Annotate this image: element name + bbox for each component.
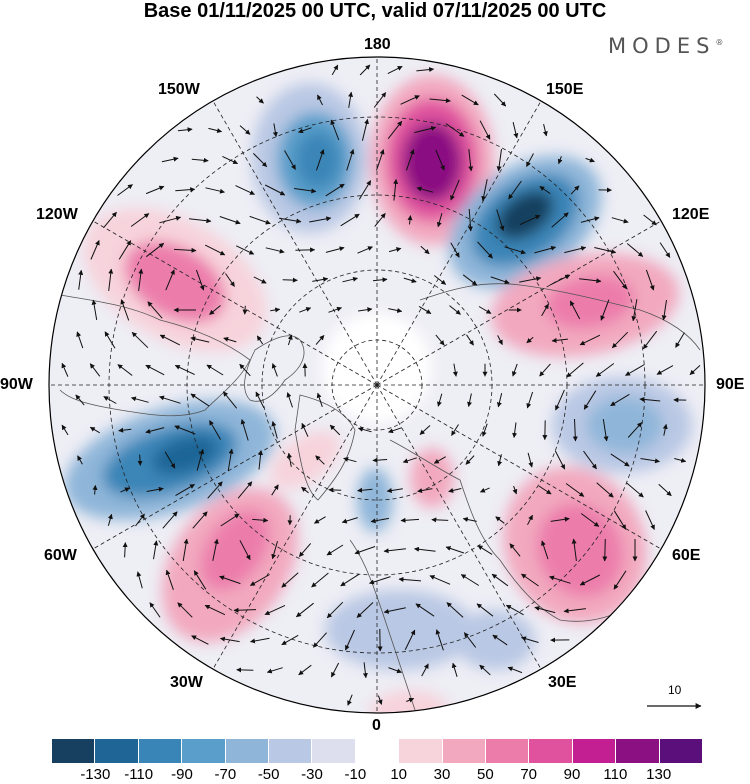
colorbar-swatch [312, 739, 355, 763]
colorbar-swatch [182, 739, 225, 763]
anomaly-asia-low-core [587, 397, 663, 453]
colorbar-swatch [139, 739, 182, 763]
lon-label-30w: 30W [170, 674, 203, 692]
colorbar-label: -130 [80, 766, 110, 783]
anomaly-africa-high [370, 690, 450, 734]
colorbar-label: 30 [434, 766, 451, 783]
lon-label-150e: 150E [546, 81, 583, 99]
colorbar-label: 130 [646, 766, 671, 783]
colorbar-swatch [95, 739, 138, 763]
lon-label-60e: 60E [672, 547, 700, 565]
anomaly-europe-low [325, 590, 475, 670]
lon-label-120w: 120W [36, 206, 78, 224]
wind-vector [245, 306, 246, 314]
lon-label-90w: 90W [0, 376, 33, 394]
anomaly-eurasia-low [455, 610, 535, 670]
lon-label-150w: 150W [158, 81, 200, 99]
colorbar [52, 739, 702, 763]
wind-vector [605, 539, 606, 561]
colorbar-label: -30 [301, 766, 323, 783]
colorbar-labels: -130 -110 -90 -70 -50 -30 -10 10 30 50 70 90 110 130 [0, 766, 750, 784]
colorbar-swatch [529, 739, 572, 763]
colorbar-label: 50 [477, 766, 494, 783]
colorbar-label: 10 [390, 766, 407, 783]
anomaly-scandinavia-high [410, 448, 454, 508]
lon-label-0: 0 [372, 717, 381, 735]
lon-label-120e: 120E [672, 206, 709, 224]
reference-vector-label: 10 [668, 683, 681, 697]
colorbar-swatch [226, 739, 269, 763]
anomaly-dateline-high-core [402, 122, 462, 202]
colorbar-label: -50 [258, 766, 280, 783]
colorbar-label: 90 [564, 766, 581, 783]
colorbar-swatch [660, 739, 702, 763]
colorbar-label: 110 [603, 766, 627, 783]
lon-label-30e: 30E [548, 674, 576, 692]
colorbar-swatch [356, 739, 399, 763]
colorbar-label: -90 [171, 766, 193, 783]
colorbar-label: -10 [344, 766, 366, 783]
colorbar-swatch [486, 739, 529, 763]
wind-vector [295, 250, 314, 251]
wind-vector [283, 280, 298, 281]
colorbar-swatch [443, 739, 486, 763]
colorbar-swatch [269, 739, 312, 763]
lon-label-180: 180 [364, 36, 391, 54]
map-disc [49, 57, 705, 734]
lon-label-90e: 90E [716, 376, 744, 394]
lon-label-60w: 60W [44, 547, 77, 565]
colorbar-label: 70 [520, 766, 537, 783]
colorbar-swatch [399, 739, 442, 763]
wind-vector [140, 455, 141, 466]
colorbar-swatch [52, 739, 95, 763]
colorbar-label: -110 [124, 766, 153, 783]
colorbar-label: -70 [214, 766, 236, 783]
anomaly-pacific-low-core [296, 132, 340, 188]
colorbar-swatch [573, 739, 616, 763]
colorbar-swatch [616, 739, 659, 763]
